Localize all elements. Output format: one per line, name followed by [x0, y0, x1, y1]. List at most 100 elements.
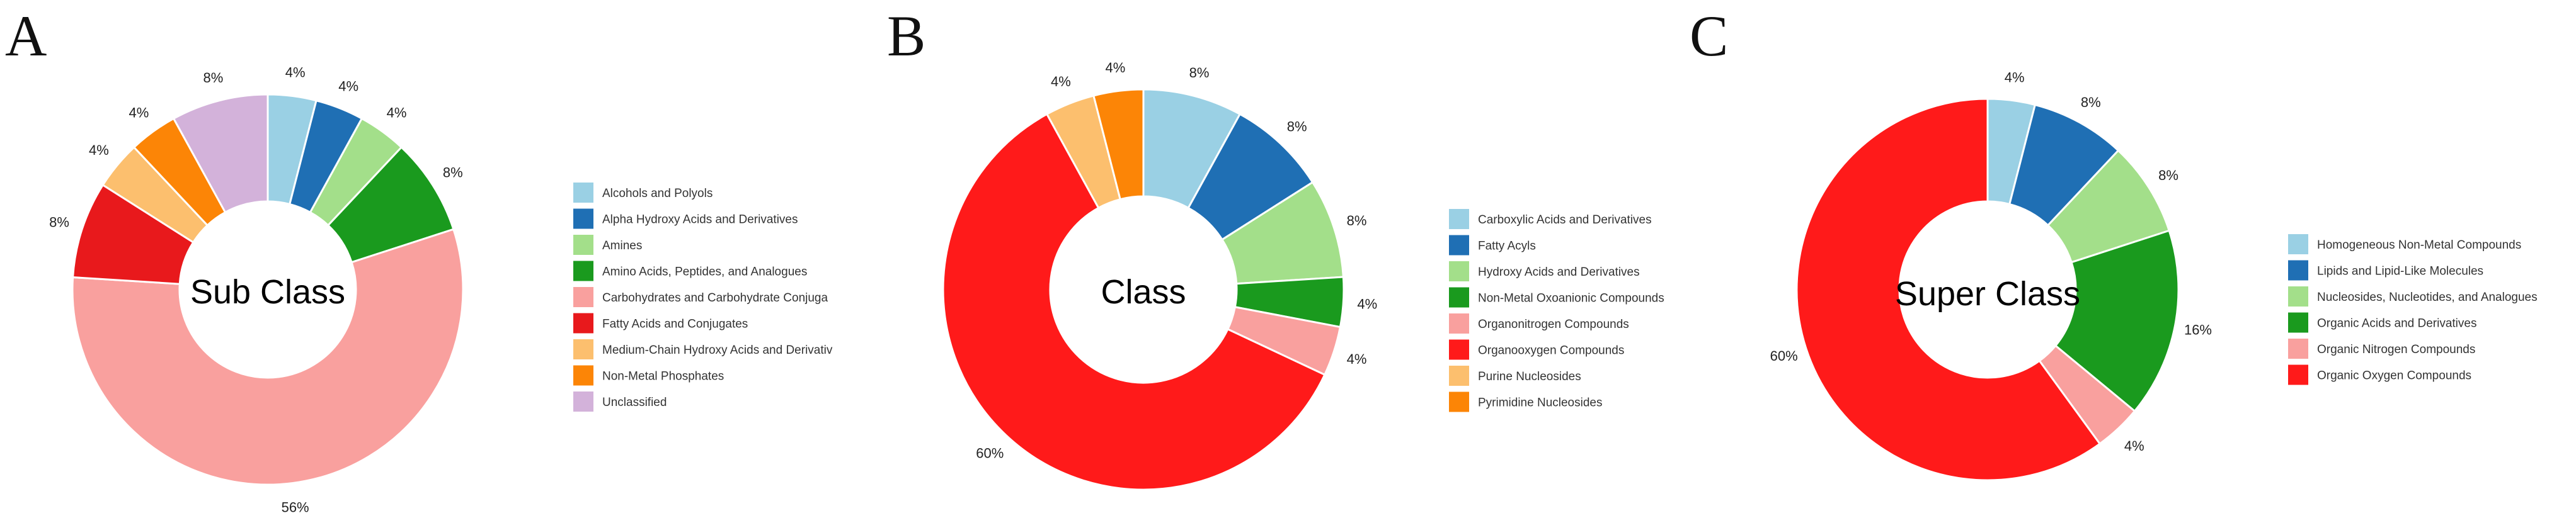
slice-organic-oxygen-compounds [1795, 98, 2102, 481]
legend-label: Organic Acids and Derivatives [2317, 317, 2476, 330]
panel-a: A 4% 4% 4% 8% 56% 8% 4% 4% 8% Sub Class Alcohols… [5, 4, 833, 515]
legend-label: Purine Nucleosides [1478, 370, 1581, 383]
slice-label-organic-nitrogen-compounds: 4% [2124, 438, 2144, 454]
legend-item-hydroxy-acids-and-derivatives: Hydroxy Acids and Derivatives [1449, 261, 1640, 281]
donut-chart-sub-class: 4% 4% 4% 8% 56% 8% 4% 4% 8% [49, 65, 464, 515]
slice-label-nucleosides-nucleotides-and-analogues: 8% [2158, 167, 2178, 183]
panel-letter-c: C [1690, 4, 1728, 68]
slice-pyrimidine-nucleosides [1092, 88, 1145, 201]
legend-label: Nucleosides, Nucleotides, and Analogues [2317, 291, 2538, 304]
legend-swatch [1449, 366, 1469, 386]
legend-label: Pyrimidine Nucleosides [1478, 397, 1602, 410]
legend-item-alpha-hydroxy-acids-and-derivatives: Alpha Hydroxy Acids and Derivatives [573, 208, 798, 229]
legend-swatch [573, 183, 593, 203]
slice-unclassified [172, 93, 269, 214]
slice-label-non-metal-phosphates: 4% [129, 104, 149, 120]
slice-label-organic-oxygen-compounds: 60% [1770, 348, 1798, 364]
panel-letter-a: A [5, 4, 47, 68]
slice-label-organooxygen-compounds: 60% [976, 446, 1004, 461]
legend-swatch [573, 261, 593, 281]
legend-item-fatty-acyls: Fatty Acyls [1449, 235, 1536, 256]
legend-item-non-metal-oxoanionic-compounds: Non-Metal Oxoanionic Compounds [1449, 287, 1664, 308]
slice-label-purine-nucleosides: 4% [1051, 74, 1071, 89]
legend-sub-class: Alcohols and Polyols Alpha Hydroxy Acids … [573, 183, 833, 412]
legend-item-alcohols-and-polyols: Alcohols and Polyols [573, 183, 713, 203]
legend-swatch [573, 313, 593, 334]
legend-swatch [2288, 260, 2308, 281]
legend-label: Organooxygen Compounds [1478, 344, 1624, 358]
legend-item-nucleosides-nucleotides-and-analogues: Nucleosides, Nucleotides, and Analogues [2288, 286, 2538, 307]
legend-label: Hydroxy Acids and Derivatives [1478, 266, 1640, 279]
legend-swatch [1449, 391, 1469, 412]
slice-label-organic-acids-and-derivatives: 16% [2184, 322, 2212, 338]
slice-label-pyrimidine-nucleosides: 4% [1105, 60, 1125, 76]
legend-label: Organic Nitrogen Compounds [2317, 343, 2475, 356]
legend-swatch [573, 365, 593, 386]
slice-carbohydrates-and-carbohydrate-conjuga [71, 228, 464, 486]
slice-label-lipids-and-lipid-like-molecules: 8% [2081, 94, 2101, 110]
legend-label: Alpha Hydroxy Acids and Derivatives [602, 213, 798, 227]
legend-label: Carbohydrates and Carbohydrate Conjuga [602, 291, 828, 305]
legend-label: Medium-Chain Hydroxy Acids and Derivativ [602, 344, 833, 357]
slice-organooxygen-compounds [942, 113, 1326, 491]
legend-swatch [1449, 313, 1469, 334]
legend-item-medium-chain-hydroxy-acids-and-derivativ: Medium-Chain Hydroxy Acids and Derivativ [573, 339, 833, 359]
legend-label: Fatty Acyls [1478, 240, 1536, 253]
legend-item-pyrimidine-nucleosides: Pyrimidine Nucleosides [1449, 391, 1602, 412]
slice-label-fatty-acyls: 8% [1287, 118, 1307, 134]
legend-swatch [573, 391, 593, 412]
slice-label-non-metal-oxoanionic-compounds: 4% [1357, 296, 1377, 312]
legend-item-fatty-acids-and-conjugates: Fatty Acids and Conjugates [573, 313, 748, 334]
legend-class: Carboxylic Acids and Derivatives Fatty Ac… [1449, 209, 1664, 412]
legend-label: Alcohols and Polyols [602, 187, 713, 200]
legend-item-lipids-and-lipid-like-molecules: Lipids and Lipid-Like Molecules [2288, 260, 2483, 281]
legend-label: Amino Acids, Peptides, and Analogues [602, 266, 807, 279]
legend-item-organonitrogen-compounds: Organonitrogen Compounds [1449, 313, 1629, 334]
donut-chart-super-class: 4% 8% 8% 16% 4% 60% [1770, 70, 2212, 481]
slice-label-carboxylic-acids-and-derivatives: 8% [1189, 65, 1210, 81]
slice-label-unclassified: 8% [203, 70, 224, 86]
legend-swatch [2288, 312, 2308, 333]
legend-swatch [1449, 287, 1469, 308]
donut-chart-class: 8% 8% 8% 4% 4% 60% 4% 4% [942, 60, 1377, 491]
legend-super-class: Homogeneous Non-Metal Compounds Lipids an… [2288, 234, 2538, 385]
legend-label: Amines [602, 239, 642, 252]
legend-label: Lipids and Lipid-Like Molecules [2317, 265, 2483, 278]
slice-label-homogeneous-non-metal-compounds: 4% [2005, 70, 2025, 86]
donut-center-label-class: Class [1101, 273, 1186, 311]
legend-item-purine-nucleosides: Purine Nucleosides [1449, 366, 1581, 386]
legend-swatch [2288, 364, 2308, 385]
legend-swatch [573, 208, 593, 229]
legend-label: Non-Metal Phosphates [602, 370, 724, 383]
slice-organic-acids-and-derivatives [2054, 229, 2180, 413]
legend-item-organic-oxygen-compounds: Organic Oxygen Compounds [2288, 364, 2471, 385]
slice-label-amino-acids-peptides-and-analogues: 8% [443, 165, 463, 181]
legend-item-amino-acids-peptides-and-analogues: Amino Acids, Peptides, and Analogues [573, 261, 807, 281]
legend-item-organic-nitrogen-compounds: Organic Nitrogen Compounds [2288, 339, 2475, 359]
legend-label: Organic Oxygen Compounds [2317, 369, 2471, 383]
legend-swatch [573, 287, 593, 307]
donut-center-label-sub-class: Sub Class [190, 273, 345, 311]
legend-item-carboxylic-acids-and-derivatives: Carboxylic Acids and Derivatives [1449, 209, 1652, 229]
legend-label: Organonitrogen Compounds [1478, 318, 1629, 331]
legend-swatch [2288, 339, 2308, 359]
legend-item-carbohydrates-and-carbohydrate-conjuga: Carbohydrates and Carbohydrate Conjuga [573, 287, 828, 307]
slice-label-alcohols-and-polyols: 4% [285, 65, 306, 81]
legend-label: Carboxylic Acids and Derivatives [1478, 213, 1652, 227]
legend-item-non-metal-phosphates: Non-Metal Phosphates [573, 365, 724, 386]
legend-swatch [2288, 286, 2308, 307]
slice-label-hydroxy-acids-and-derivatives: 8% [1347, 213, 1367, 228]
panel-b: B 8% 8% 8% 4% 4% 60% 4% 4% Class Carboxylic Aci… [887, 4, 1664, 491]
legend-label: Non-Metal Oxoanionic Compounds [1478, 292, 1664, 305]
legend-swatch [573, 339, 593, 359]
legend-swatch [1449, 339, 1469, 360]
slice-label-carbohydrates-and-carbohydrate-conjuga: 56% [282, 499, 309, 515]
legend-label: Unclassified [602, 396, 667, 409]
legend-label: Homogeneous Non-Metal Compounds [2317, 239, 2521, 252]
legend-swatch [1449, 235, 1469, 256]
panel-letter-b: B [887, 4, 925, 68]
legend-label: Fatty Acids and Conjugates [602, 318, 748, 331]
legend-item-homogeneous-non-metal-compounds: Homogeneous Non-Metal Compounds [2288, 234, 2521, 254]
slice-label-alpha-hydroxy-acids-and-derivatives: 4% [338, 78, 358, 94]
